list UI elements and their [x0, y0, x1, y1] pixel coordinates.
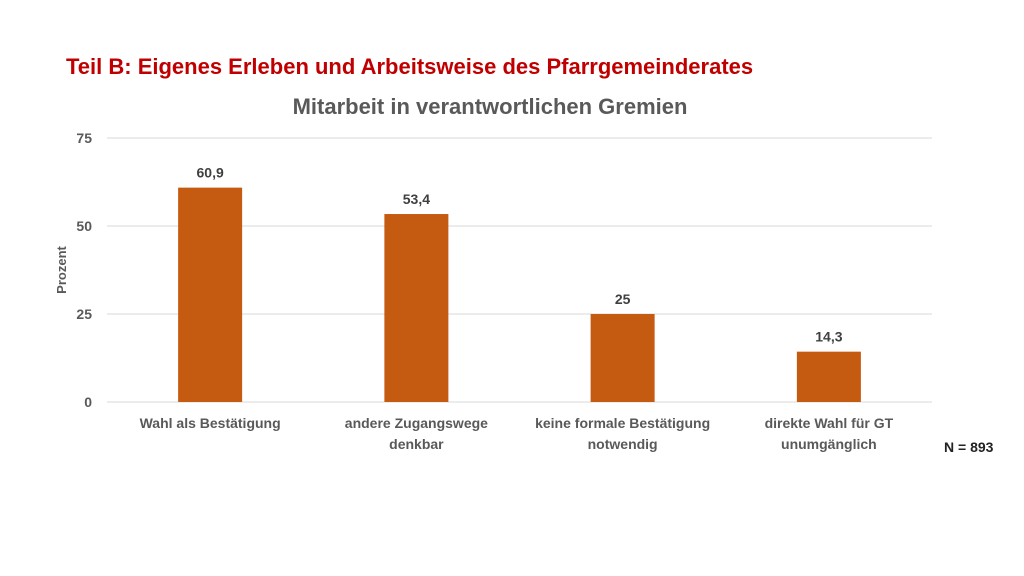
sample-size-note: N = 893: [944, 439, 994, 455]
x-axis-ticks: Wahl als Bestätigung andere Zugangswege de…: [140, 415, 894, 452]
y-tick-label: 0: [84, 394, 92, 410]
x-tick-label: Wahl als Bestätigung: [140, 415, 281, 431]
bar: [590, 314, 655, 402]
y-axis-label: Prozent: [54, 245, 69, 293]
data-label: 60,9: [197, 165, 224, 181]
bars: [178, 187, 861, 402]
y-tick-label: 25: [76, 306, 92, 322]
data-label: 53,4: [403, 191, 430, 207]
x-tick-label: andere Zugangswege: [345, 415, 488, 431]
slide-heading: Teil B: Eigenes Erleben und Arbeitsweise…: [66, 54, 754, 79]
data-labels: 60,9 53,4 25 14,3: [197, 165, 843, 345]
gridlines: [107, 137, 932, 403]
bar: [384, 214, 449, 402]
x-tick-label: unumgänglich: [781, 436, 877, 452]
chart-title: Mitarbeit in verantwortlichen Gremien: [293, 94, 688, 119]
x-tick-label: direkte Wahl für GT: [765, 415, 894, 431]
data-label: 25: [615, 291, 631, 307]
x-tick-label: notwendig: [588, 436, 658, 452]
y-tick-label: 50: [76, 218, 92, 234]
x-tick-label: keine formale Bestätigung: [535, 415, 710, 431]
y-axis-ticks: 0 25 50 75: [76, 130, 92, 410]
x-tick-label: denkbar: [389, 436, 444, 452]
bar: [796, 351, 861, 402]
bar: [178, 187, 243, 402]
data-label: 14,3: [815, 329, 842, 345]
y-tick-label: 75: [76, 130, 92, 146]
